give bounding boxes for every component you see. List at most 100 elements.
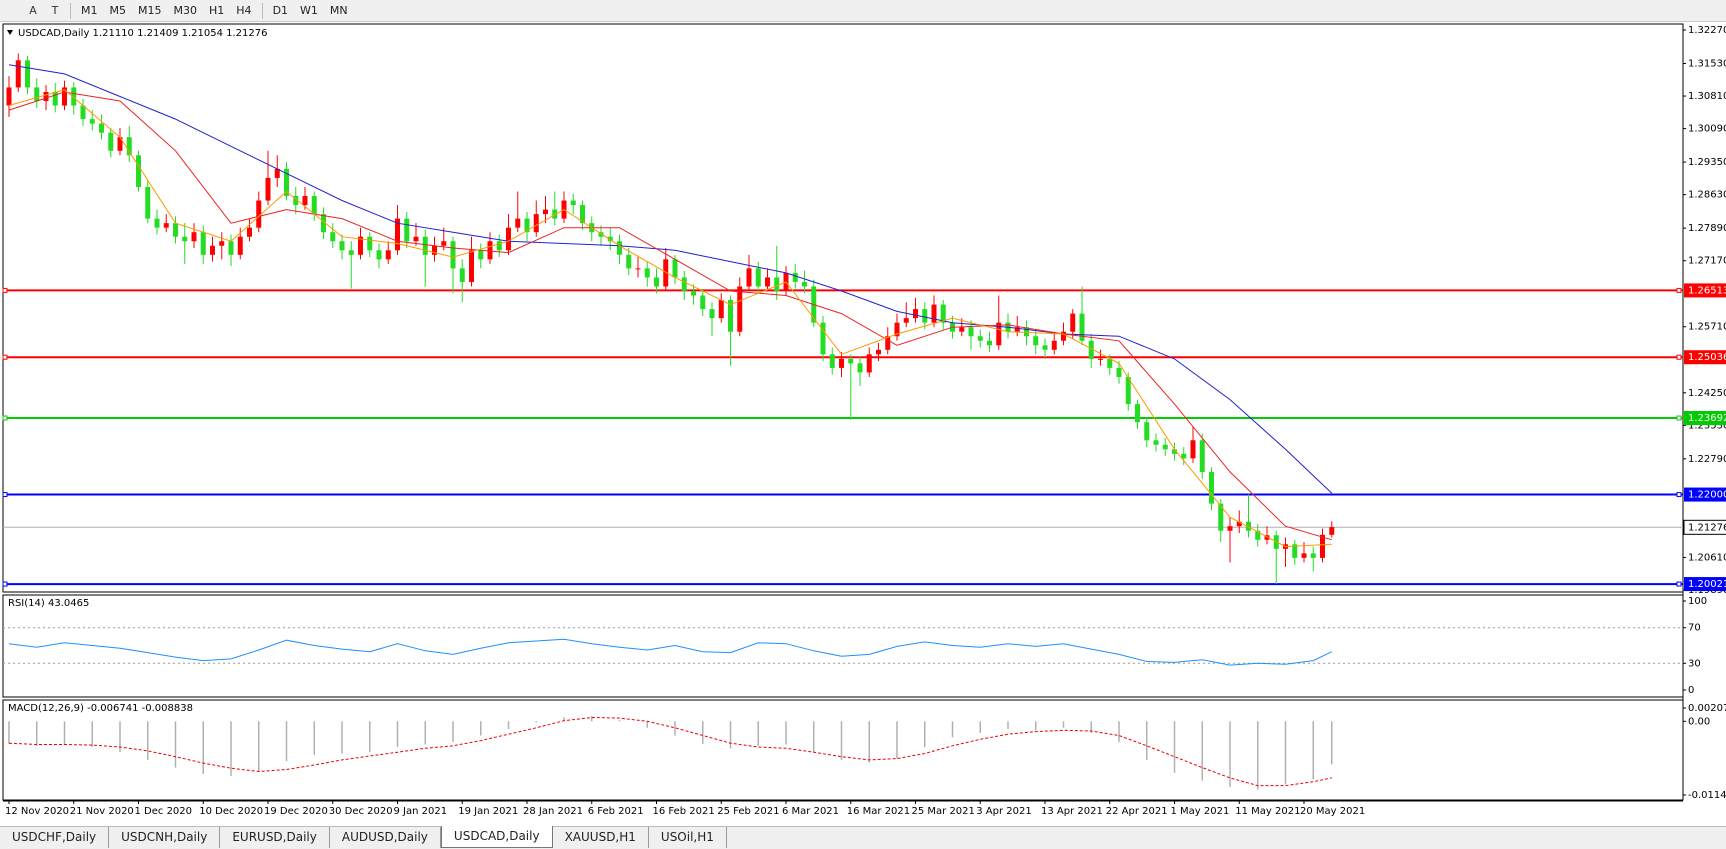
chart-tab[interactable]: USDCHF,Daily — [0, 827, 110, 848]
candle-body — [866, 354, 872, 373]
x-tick-label: 1 May 2021 — [1171, 806, 1230, 817]
x-tick-label: 13 Apr 2021 — [1041, 806, 1103, 817]
level-handle — [2, 287, 8, 293]
candle-body — [718, 300, 724, 319]
candle-body — [80, 105, 86, 120]
chart-tab[interactable]: USDCNH,Daily — [109, 827, 221, 848]
candle-body — [746, 268, 752, 287]
period-button[interactable]: H4 — [236, 4, 252, 17]
candle-body — [210, 245, 215, 255]
moving-average — [8, 89, 1332, 548]
candle-body — [1088, 340, 1094, 359]
candle-body — [237, 236, 243, 255]
chart-tab[interactable]: AUDUSD,Daily — [330, 827, 441, 848]
candle-body — [931, 304, 937, 323]
y-tick-label: 0.002074 — [1688, 703, 1726, 714]
candle-body — [765, 277, 770, 287]
candle-body — [580, 205, 585, 224]
level-handle — [1676, 415, 1682, 421]
candle-body — [1162, 444, 1168, 450]
candle-body — [1144, 422, 1150, 441]
x-tick-label: 21 Nov 2020 — [70, 806, 134, 817]
candle-body — [848, 358, 854, 364]
period-button[interactable]: M5 — [109, 4, 127, 17]
candle-body — [1246, 521, 1251, 531]
candle-body — [367, 236, 373, 251]
candle-body — [1153, 440, 1159, 445]
candle-body — [996, 322, 1002, 346]
level-handle — [2, 354, 8, 360]
candle-body — [894, 322, 900, 337]
candle-body — [1227, 526, 1233, 531]
chart-tab[interactable]: USDCAD,Daily — [440, 826, 553, 848]
candle-body — [126, 137, 132, 156]
level-label: 1.26513 — [1688, 285, 1726, 296]
y-tick-label: 1.30810 — [1688, 91, 1726, 102]
candle-body — [145, 186, 151, 219]
period-button[interactable]: H1 — [209, 4, 225, 17]
candle-body — [570, 200, 576, 206]
chart-tab[interactable]: EURUSD,Daily — [220, 827, 330, 848]
candle-body — [89, 119, 95, 124]
candle-body — [663, 259, 669, 287]
x-tick-label: 20 May 2021 — [1300, 806, 1365, 817]
candle-body — [265, 177, 271, 201]
candle-body — [395, 218, 400, 251]
draw-tool[interactable]: T — [51, 4, 59, 17]
candle-body — [219, 241, 225, 246]
period-button[interactable]: D1 — [272, 4, 289, 17]
candle-body — [71, 87, 77, 106]
candle-body — [839, 358, 844, 368]
candle-body — [358, 236, 363, 255]
period-button[interactable]: M1 — [81, 4, 98, 17]
y-tick-label: 1.24250 — [1688, 388, 1726, 399]
candle-body — [1051, 340, 1057, 350]
candle-body — [1310, 553, 1316, 558]
y-tick-label: 1.27890 — [1688, 223, 1726, 234]
x-tick-label: 16 Mar 2021 — [847, 806, 910, 817]
candle-body — [524, 218, 530, 233]
draw-tool[interactable]: A — [29, 4, 37, 17]
candle-body — [737, 286, 743, 332]
level-handle — [1676, 492, 1682, 498]
candle-body — [293, 196, 299, 206]
y-tick-label: 1.31530 — [1688, 58, 1726, 69]
period-button[interactable]: W1 — [300, 4, 318, 17]
candle-body — [1125, 376, 1131, 405]
x-tick-label: 11 May 2021 — [1235, 806, 1300, 817]
candle-body — [635, 268, 641, 270]
candle-body — [802, 281, 807, 287]
period-button[interactable]: MN — [329, 4, 348, 17]
candle-body — [478, 250, 484, 260]
level-label: 1.23692 — [1688, 413, 1726, 424]
level-label: 1.25036 — [1688, 352, 1726, 363]
period-button[interactable]: M30 — [173, 4, 198, 17]
candle-body — [469, 250, 474, 282]
moving-average — [8, 64, 1333, 494]
candle-body — [709, 309, 715, 319]
candle-body — [626, 254, 632, 269]
candle-body — [284, 168, 289, 197]
y-tick-label: 1.20610 — [1688, 552, 1726, 563]
current-price-box — [1683, 519, 1726, 535]
candle-body — [25, 60, 30, 88]
x-tick-label: 6 Feb 2021 — [588, 806, 644, 817]
candle-body — [422, 236, 428, 255]
candle-body — [274, 168, 280, 178]
level-label-box — [1684, 283, 1726, 298]
x-tick-label: 1 Dec 2020 — [135, 806, 193, 817]
candle-body — [1061, 331, 1066, 341]
candle-body — [959, 327, 965, 332]
y-tick-label: 1.22790 — [1688, 454, 1726, 465]
candle-body — [1079, 313, 1085, 341]
candle-body — [15, 60, 21, 88]
chart-tab[interactable]: XAUUSD,H1 — [553, 827, 649, 848]
chart-tab[interactable]: USOil,H1 — [649, 827, 727, 848]
candle-body — [691, 291, 696, 296]
toolbar: A T M1 M5 M15 M30 H1 H4 D1 W1 MN — [0, 0, 1726, 22]
candle-body — [1098, 358, 1103, 360]
candle-body — [506, 227, 511, 251]
panel-title: RSI(14) 43.0465 — [8, 598, 89, 609]
period-button[interactable]: M15 — [138, 4, 162, 17]
